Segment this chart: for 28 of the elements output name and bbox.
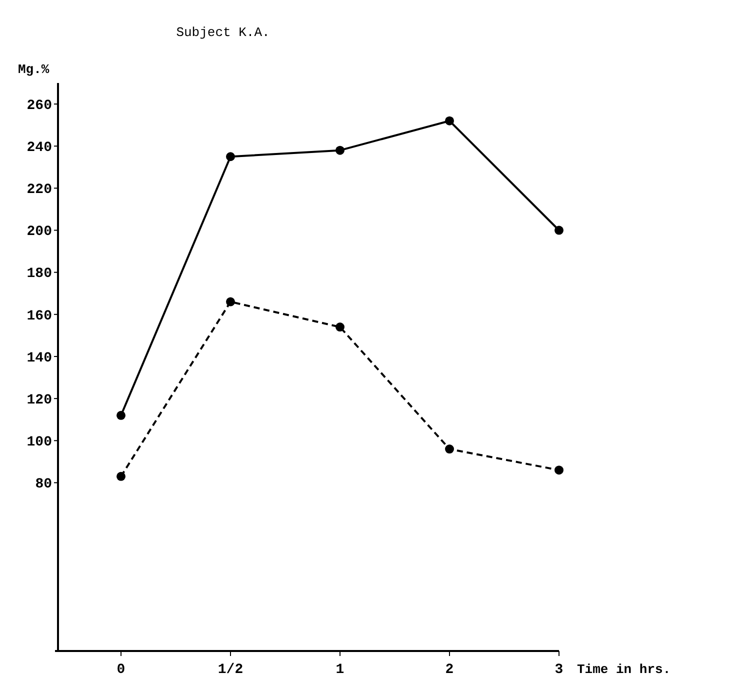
chart-title: Subject K.A.	[176, 25, 270, 40]
y-tick-label: 100	[26, 434, 52, 451]
y-axis-title: Mg.%	[18, 62, 50, 77]
y-tick-label: 120	[26, 392, 52, 408]
point	[226, 152, 235, 162]
x-tick-label: 1/2	[218, 662, 244, 677]
point	[336, 322, 344, 332]
y-tick-label: 240	[26, 140, 52, 156]
point	[336, 146, 344, 155]
x-tick-label: 3	[554, 662, 564, 677]
point	[116, 472, 126, 481]
point	[554, 226, 564, 235]
point	[554, 466, 564, 475]
y-tick-label: 180	[26, 266, 52, 282]
x-tick-label: 2	[445, 662, 454, 677]
y-tick-label: 260	[26, 98, 52, 114]
point	[445, 444, 454, 454]
x-tick-label: 1	[336, 662, 344, 677]
y-tick-label: 80	[35, 476, 52, 493]
point	[116, 410, 126, 420]
y-tick-label: 160	[26, 308, 52, 324]
y-tick-label: 200	[26, 224, 52, 240]
point	[445, 116, 454, 126]
x-tick-label: 0	[116, 662, 126, 677]
y-tick-label: 140	[26, 350, 52, 366]
point	[226, 297, 235, 306]
y-tick-label: 220	[26, 182, 52, 198]
x-axis-title: Time in hrs.	[577, 662, 671, 677]
